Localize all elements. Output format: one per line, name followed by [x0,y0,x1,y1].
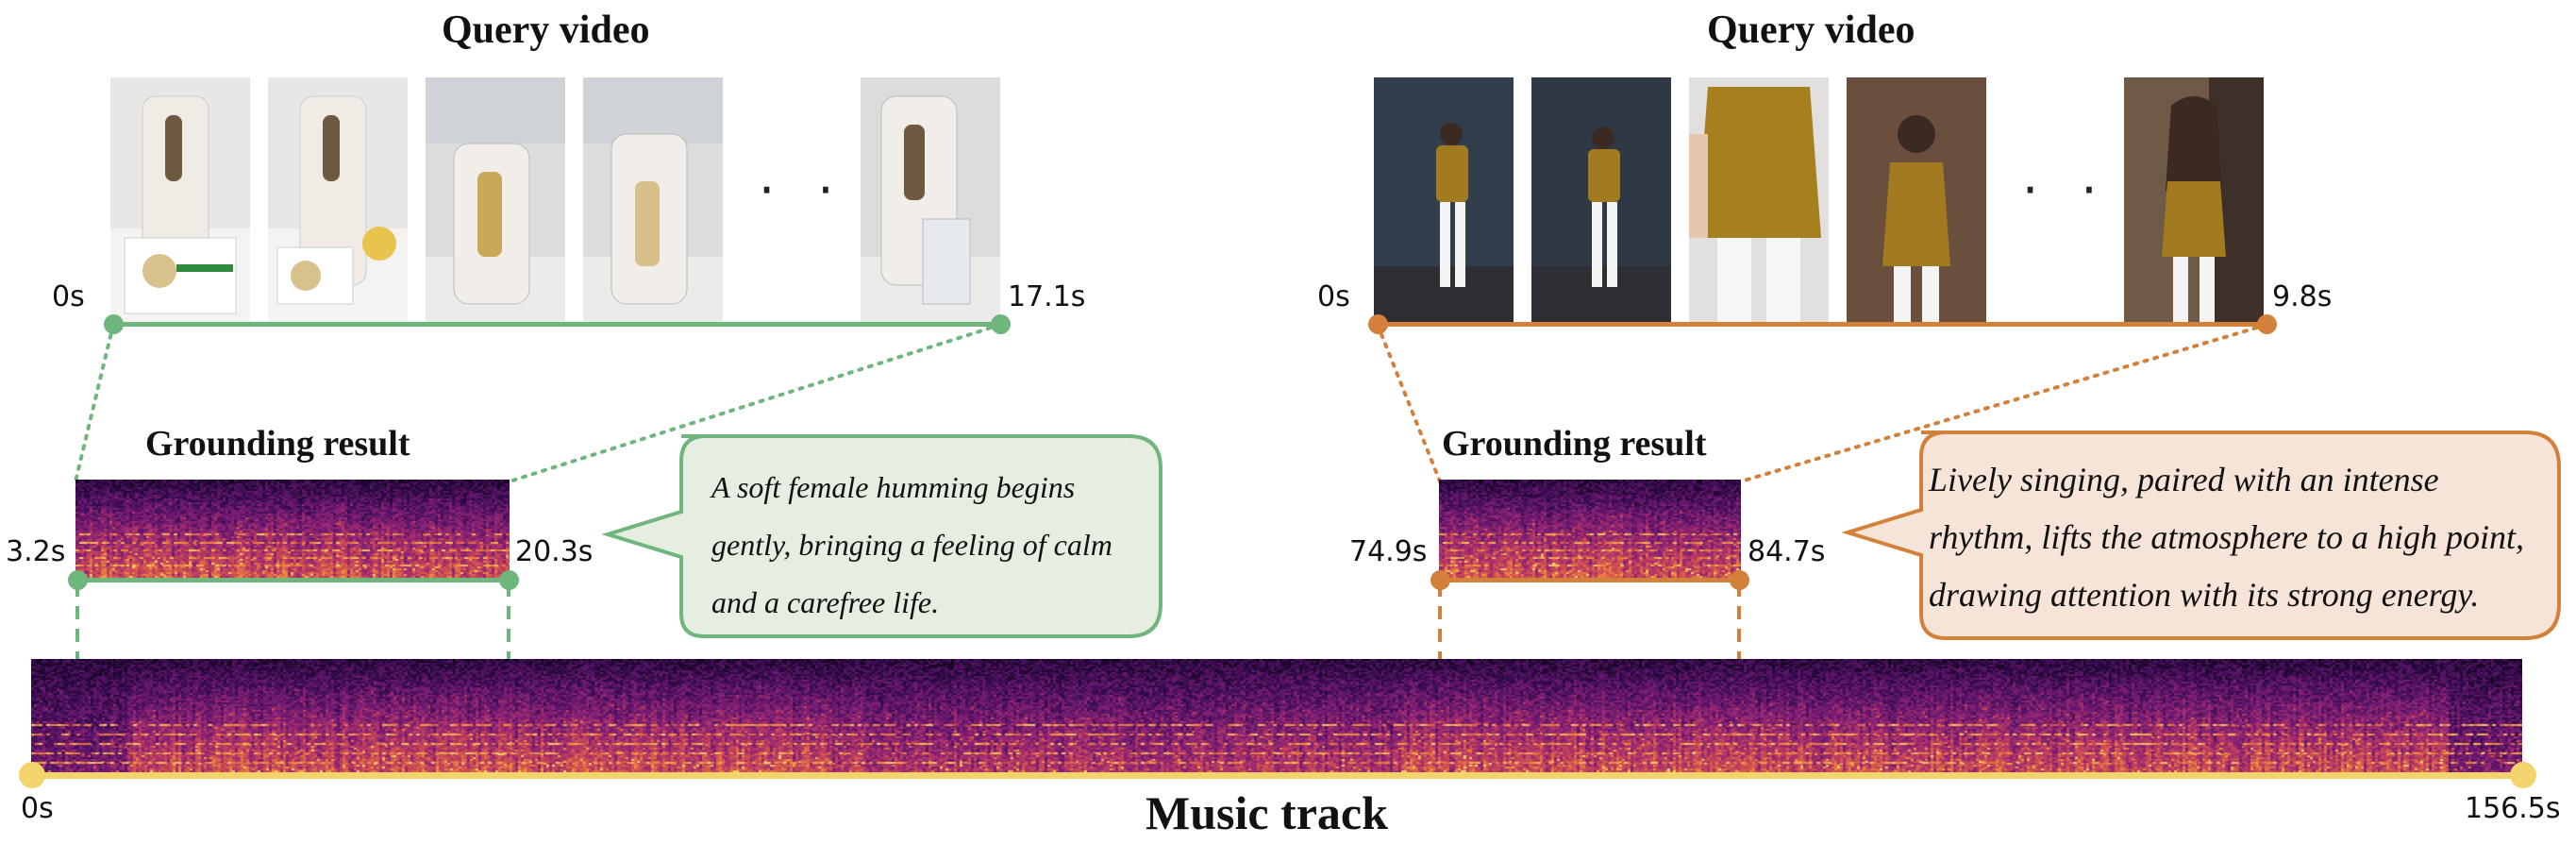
left-seg-end-label: 20.3s [515,535,594,568]
right-seg-start-dot [1430,570,1450,590]
left-seg-line [77,578,509,582]
right-caption-bubble [1842,430,2561,640]
right-connector-start [1376,323,1442,483]
left-video-frame-4 [583,77,723,323]
left-video-frame-1 [110,77,250,323]
right-grounding-spectrogram [1439,480,1741,578]
left-query-title: Query video [442,8,650,52]
right-video-frame-2 [1531,77,1671,323]
right-query-end-label: 9.8s [2272,280,2333,313]
right-video-frame-3 [1689,77,1829,323]
right-query-title: Query video [1707,8,1915,52]
right-video-frame-4 [1847,77,1986,323]
music-track-spectrogram [31,659,2522,777]
music-track-start-label: 0s [21,792,54,825]
right-video-frame-5 [2124,77,2264,323]
right-seg-line [1440,578,1739,582]
left-caption-line-2: gently, bringing a feeling of calm [711,528,1112,562]
right-grounding-title: Grounding result [1442,424,1707,464]
left-connector-start [74,323,115,483]
left-caption-text: A soft female humming begins gently, bri… [711,459,1112,632]
left-video-frame-3 [426,77,565,323]
left-seg-start-dot [68,570,88,590]
left-query-timeline [113,322,1000,327]
music-track-title: Music track [1146,786,1388,839]
left-query-end-label: 17.1s [1008,280,1086,313]
left-query-start-label: 0s [52,280,85,313]
right-seg-end-label: 84.7s [1748,535,1826,568]
right-caption-line-1: Lively singing, paired with an intense [1929,461,2439,498]
left-caption-bubble [601,434,1163,638]
music-track-end-label: 156.5s [2465,792,2561,825]
left-caption-line-3: and a carefree life. [711,585,940,619]
left-seg-end-dot [499,570,519,590]
music-track-start-dot [19,762,45,788]
right-query-start-label: 0s [1317,280,1350,313]
right-connector-end [1739,323,2268,483]
right-seg-end-dot [1730,570,1749,590]
left-video-frame-5 [861,77,1000,323]
left-grounding-spectrogram [75,480,510,578]
left-grounding-title: Grounding result [145,424,410,464]
music-track-end-dot [2510,762,2536,788]
right-query-timeline [1378,322,2267,327]
right-caption-line-2: rhythm, lifts the atmosphere to a high p… [1929,518,2524,556]
music-track-timeline [31,772,2522,779]
left-video-frame-2 [268,77,408,323]
left-connector-end [508,323,1002,483]
right-video-frame-1 [1374,77,1514,323]
left-caption-line-1: A soft female humming begins [711,470,1076,504]
left-seg-start-label: 3.2s [6,535,66,568]
right-caption-line-3: drawing attention with its strong energy… [1929,576,2480,614]
right-caption-text: Lively singing, paired with an intense r… [1929,451,2524,624]
right-seg-start-label: 74.9s [1349,535,1428,568]
